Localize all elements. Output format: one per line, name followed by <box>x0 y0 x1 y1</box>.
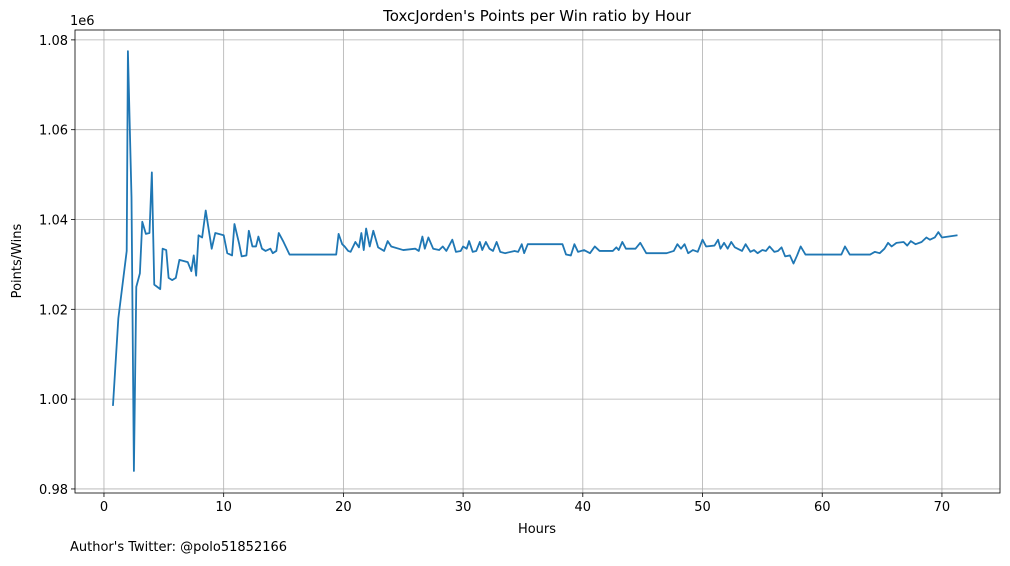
y-axis-label: Points/Wins <box>10 223 25 298</box>
x-tick-label: 60 <box>814 500 831 515</box>
x-tick-label: 10 <box>215 500 232 515</box>
x-tick-label: 40 <box>575 500 592 515</box>
y-tick-label: 1.04 <box>39 214 68 229</box>
offset-label: 1e6 <box>70 14 95 29</box>
y-tick-label: 1.00 <box>39 393 68 408</box>
plot-frame <box>74 29 1001 494</box>
data-line <box>112 50 958 472</box>
y-tick-label: 1.06 <box>39 124 68 139</box>
chart-title: ToxcJorden's Points per Win ratio by Hou… <box>382 7 692 25</box>
x-tick-label: 70 <box>934 500 951 515</box>
y-tick-label: 1.02 <box>39 303 68 318</box>
x-tick-label: 50 <box>694 500 711 515</box>
x-tick-label: 0 <box>100 500 108 515</box>
y-tick-label: 1.08 <box>39 34 68 49</box>
x-axis-label: Hours <box>518 522 556 537</box>
x-tick-label: 20 <box>335 500 352 515</box>
x-tick-label: 30 <box>455 500 472 515</box>
footnote: Author's Twitter: @polo51852166 <box>70 540 287 555</box>
y-tick-label: 0.98 <box>39 483 68 498</box>
